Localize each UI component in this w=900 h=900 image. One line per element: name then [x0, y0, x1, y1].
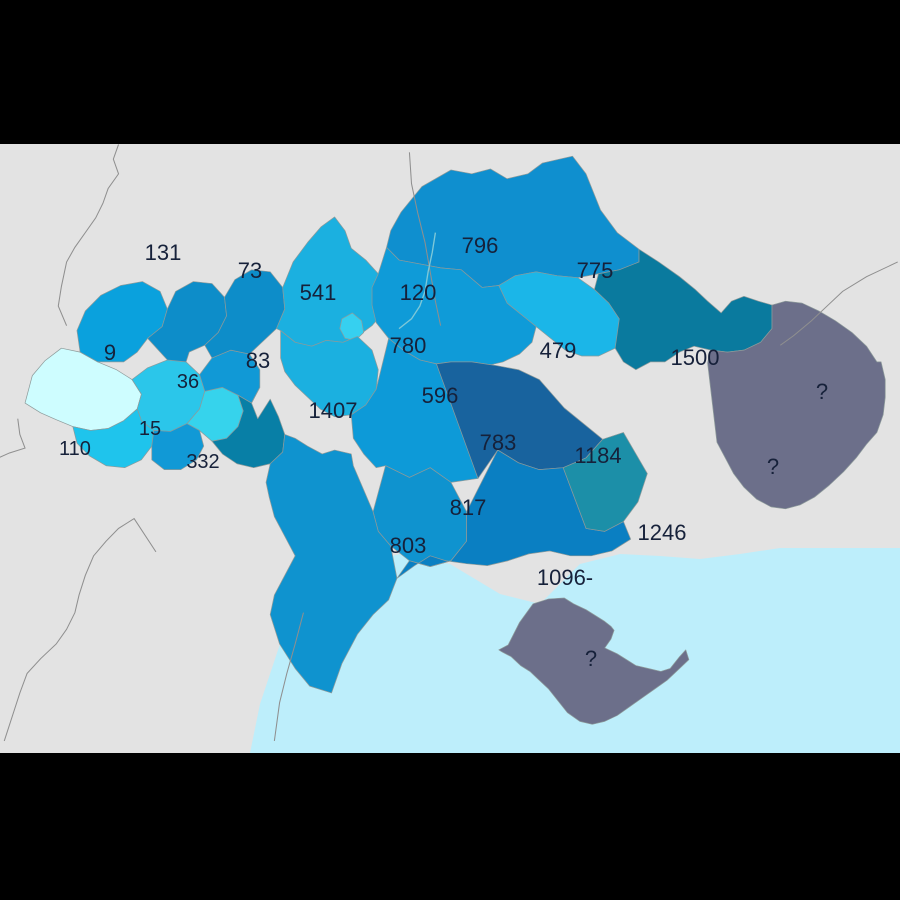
svg-text:1096-: 1096-	[537, 565, 593, 590]
svg-text:783: 783	[480, 430, 517, 455]
svg-text:1246: 1246	[638, 520, 687, 545]
svg-text:1500: 1500	[671, 345, 720, 370]
svg-text:9: 9	[104, 340, 116, 365]
svg-text:596: 596	[422, 383, 459, 408]
svg-text:541: 541	[300, 280, 337, 305]
svg-text:110: 110	[59, 438, 91, 460]
svg-text:73: 73	[238, 258, 262, 283]
svg-text:479: 479	[540, 338, 577, 363]
svg-text:817: 817	[450, 495, 487, 520]
svg-text:775: 775	[577, 258, 614, 283]
svg-text:?: ?	[767, 454, 779, 479]
svg-text:?: ?	[816, 379, 828, 404]
svg-text:796: 796	[462, 233, 499, 258]
svg-text:332: 332	[186, 451, 219, 473]
svg-text:1184: 1184	[574, 443, 621, 468]
svg-text:15: 15	[139, 418, 161, 440]
svg-text:36: 36	[177, 371, 199, 393]
svg-text:120: 120	[400, 280, 437, 305]
svg-text:803: 803	[390, 533, 427, 558]
svg-text:1407: 1407	[309, 398, 358, 423]
svg-text:83: 83	[246, 348, 270, 373]
svg-text:?: ?	[585, 646, 597, 671]
svg-text:780: 780	[390, 333, 427, 358]
svg-text:131: 131	[145, 240, 182, 265]
